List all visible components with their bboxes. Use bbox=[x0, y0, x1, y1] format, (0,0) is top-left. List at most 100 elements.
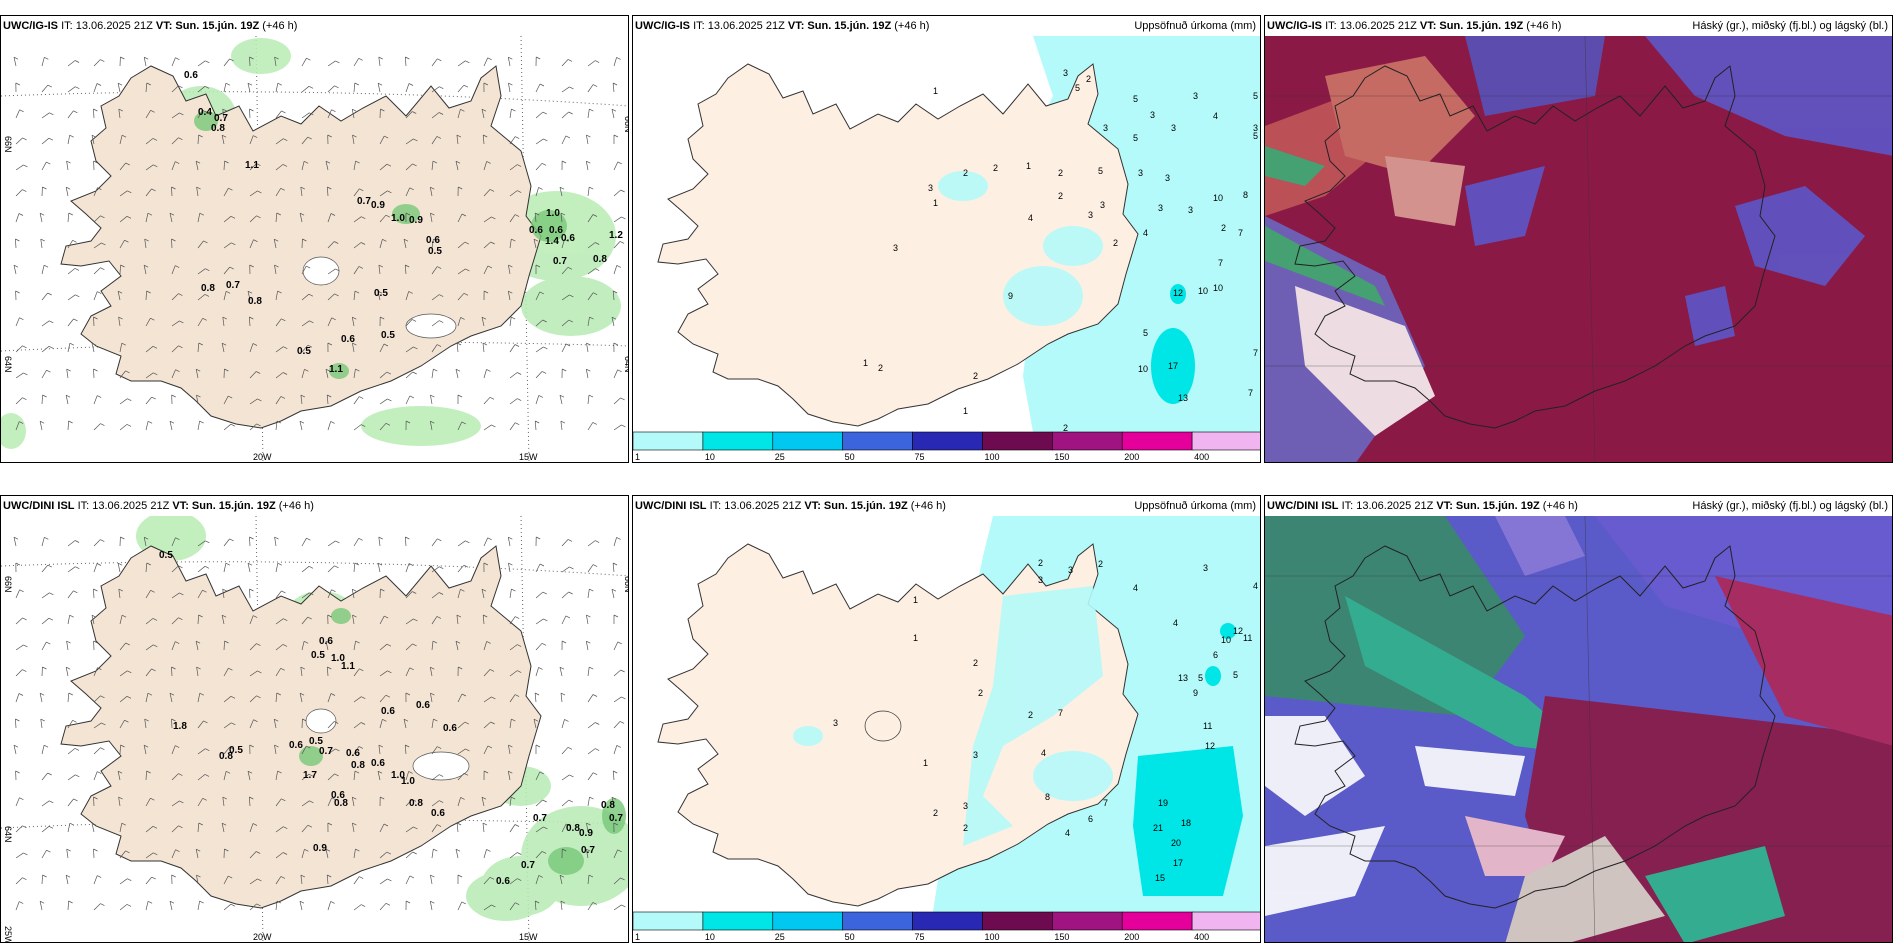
value-label: 0.7 bbox=[214, 113, 228, 124]
value-label: 17 bbox=[1173, 858, 1183, 868]
panel-header: UWC/IG-IS IT: 13.06.2025 21Z VT: Sun. 15… bbox=[633, 16, 1260, 36]
colorbar-label: 50 bbox=[845, 452, 855, 462]
value-label: 6 bbox=[1213, 650, 1218, 660]
colorbar-swatch bbox=[1191, 911, 1260, 931]
value-label: 0.9 bbox=[313, 843, 327, 854]
value-label: 0.6 bbox=[529, 225, 543, 236]
value-label: 1.2 bbox=[609, 230, 623, 241]
wind-map: 0.5 0.6 0.5 1.0 1.1 1.8 0.6 0.6 0.6 0.8 … bbox=[1, 516, 628, 943]
panel-wind-map-top: UWC/IG-IS IT: 13.06.2025 21Z VT: Sun. 15… bbox=[0, 15, 629, 463]
value-label: 3 bbox=[928, 183, 933, 193]
lat-label-64n-right: 64N bbox=[623, 356, 629, 373]
value-label: 0.6 bbox=[331, 790, 345, 801]
wind-barbs bbox=[13, 56, 626, 431]
value-label: 0.8 bbox=[211, 123, 225, 134]
colorbar-swatch bbox=[982, 431, 1053, 451]
value-label: 1.4 bbox=[545, 236, 559, 247]
panel-header: UWC/DINI ISL IT: 13.06.2025 21Z VT: Sun.… bbox=[633, 496, 1260, 516]
precip-map: 2 3 1 3 2 4 3 4 4 1 2 5 6 5 10 12 11 13 … bbox=[657, 516, 1260, 912]
value-label: 3 bbox=[1150, 110, 1155, 120]
value-label: 0.7 bbox=[581, 845, 595, 856]
iceland-coastline bbox=[1294, 65, 1776, 429]
field-title: Uppsöfnuð úrkoma (mm) bbox=[1134, 500, 1256, 512]
value-label: 2 bbox=[1038, 558, 1043, 568]
colorbar-scale: 1 10 25 50 75 100 150 200 400 bbox=[633, 911, 1260, 942]
value-label: 3 bbox=[1103, 123, 1108, 133]
value-label: 3 bbox=[1063, 68, 1068, 78]
valid-time: Sun. 15.jún. 19Z bbox=[1455, 500, 1540, 512]
value-label: 2 bbox=[978, 688, 983, 698]
value-label: 3 bbox=[1171, 123, 1176, 133]
colorbar-swatch bbox=[842, 911, 913, 931]
colorbar-label: 25 bbox=[775, 452, 785, 462]
value-label: 13 bbox=[1178, 393, 1188, 403]
value-label: 10 bbox=[1213, 193, 1223, 203]
lon-label-15w: 15W bbox=[519, 932, 538, 942]
colorbar-label: 75 bbox=[915, 452, 925, 462]
colorbar-label: 1 bbox=[635, 932, 640, 942]
model-name: UWC/DINI ISL bbox=[3, 500, 75, 512]
init-time: IT: 13.06.2025 21Z bbox=[1341, 500, 1434, 512]
panel-precip-bottom: UWC/DINI ISL IT: 13.06.2025 21Z VT: Sun.… bbox=[632, 495, 1261, 943]
colorbar-label: 10 bbox=[705, 452, 715, 462]
wind-value-labels: 0.6 0.4 0.7 0.8 1.1 0.7 0.9 1.0 0.9 0.6 … bbox=[184, 70, 623, 375]
value-label: 3 bbox=[1253, 123, 1258, 133]
value-label: 1.0 bbox=[391, 770, 405, 781]
value-label: 10 bbox=[1221, 635, 1231, 645]
colorbar-label: 200 bbox=[1124, 452, 1139, 462]
value-label: 4 bbox=[1173, 618, 1178, 628]
value-label: 0.7 bbox=[319, 746, 333, 757]
colorbar-label: 200 bbox=[1124, 932, 1139, 942]
value-label: 1 bbox=[1026, 161, 1031, 171]
value-label: 0.6 bbox=[346, 748, 360, 759]
value-label: 0.6 bbox=[381, 706, 395, 717]
valid-label: VT: bbox=[155, 20, 173, 32]
value-label: 1.0 bbox=[401, 776, 415, 787]
value-label: 0.8 bbox=[201, 283, 215, 294]
colorbar-label: 10 bbox=[705, 932, 715, 942]
value-label: 0.8 bbox=[601, 800, 615, 811]
colorbar-scale: 1 10 25 50 75 100 150 200 400 bbox=[633, 431, 1260, 462]
value-label: 1.8 bbox=[173, 721, 187, 732]
value-label: 18 bbox=[1181, 818, 1191, 828]
value-label: 3 bbox=[1138, 168, 1143, 178]
valid-label: VT: bbox=[1436, 500, 1453, 512]
value-label: 0.8 bbox=[219, 751, 233, 762]
value-label: 0.6 bbox=[371, 758, 385, 769]
value-label: 1 bbox=[933, 86, 938, 96]
value-label: 2 bbox=[973, 371, 978, 381]
value-label: 11 bbox=[1203, 721, 1212, 731]
value-label: 3 bbox=[963, 801, 968, 811]
valid-time: Sun. 15.jún. 19Z bbox=[807, 20, 892, 32]
colorbar-label: 25 bbox=[775, 932, 785, 942]
value-label: 17 bbox=[1168, 361, 1178, 371]
value-label: 2 bbox=[993, 163, 998, 173]
value-label: 2 bbox=[1098, 559, 1103, 569]
value-label: 1 bbox=[913, 633, 918, 643]
value-label: 3 bbox=[1165, 173, 1170, 183]
lon-label-25w: 25W bbox=[3, 926, 13, 943]
colorbar-swatch bbox=[1121, 911, 1193, 931]
value-label: 5 bbox=[1098, 166, 1103, 176]
value-label: 3 bbox=[1203, 563, 1208, 573]
value-label: 5 bbox=[1198, 673, 1203, 683]
value-label: 7 bbox=[1218, 258, 1223, 268]
value-label: 1.0 bbox=[391, 213, 405, 224]
colorbar-swatch bbox=[1191, 431, 1260, 451]
lead-time: (+46 h) bbox=[894, 20, 930, 32]
value-label: 3 bbox=[893, 243, 898, 253]
field-title: Uppsöfnuð úrkoma (mm) bbox=[1134, 20, 1256, 32]
iceland-coastline bbox=[1294, 545, 1776, 909]
lon-label-15w: 15W bbox=[519, 452, 538, 462]
lon-label-20w: 20W bbox=[253, 452, 272, 462]
value-label: 0.5 bbox=[381, 330, 395, 341]
value-label: 7 bbox=[1103, 798, 1108, 808]
iceland-land bbox=[60, 65, 542, 429]
value-label: 0.6 bbox=[426, 235, 440, 246]
colorbar-swatch bbox=[1052, 431, 1123, 451]
colorbar-label: 75 bbox=[915, 932, 925, 942]
value-label: 3 bbox=[833, 718, 838, 728]
value-label: 1.0 bbox=[331, 653, 345, 664]
colorbar: 1 10 25 50 75 100 150 200 400 bbox=[633, 430, 1260, 462]
value-label: 5 bbox=[1233, 670, 1238, 680]
